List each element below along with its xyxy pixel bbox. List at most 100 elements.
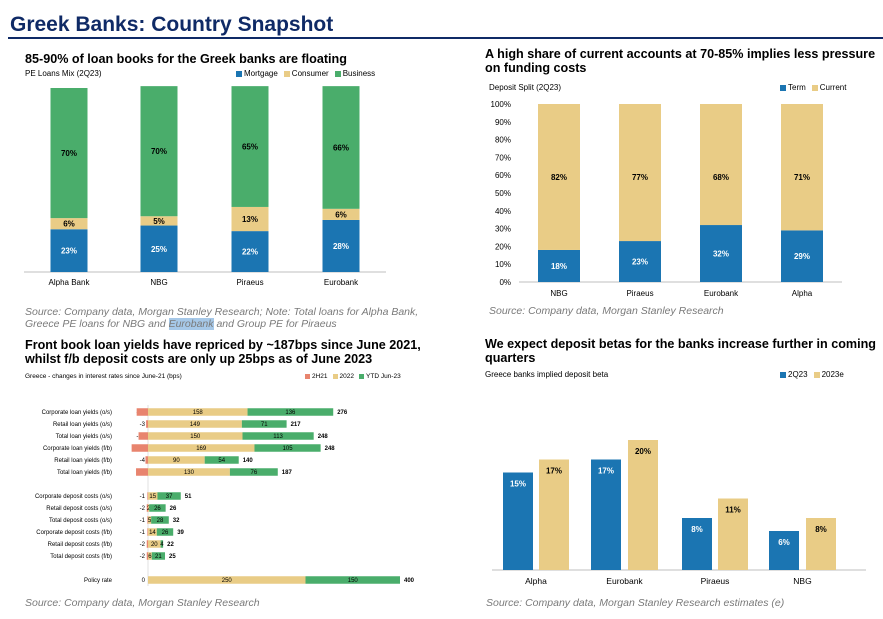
rate-changes-bar-ytd-9 [156, 528, 174, 536]
loan-mix-data-label: 22% [242, 248, 258, 257]
deposit-beta-data-label: 6% [778, 538, 790, 547]
rate-changes-bar-2022-1 [148, 420, 242, 428]
deposit-split-y-tick: 100% [491, 100, 511, 109]
rate-changes-2h21-value: -1 [140, 518, 146, 524]
deposit-beta-tick-label: NBG [793, 576, 811, 586]
loan-mix-data-label: 65% [242, 143, 258, 152]
rate-changes-bar-ytd-8 [151, 516, 169, 524]
rate-changes-total-label: 248 [325, 446, 336, 452]
rate-changes-value-label: 28 [157, 518, 164, 524]
legend-ytd-swatch [359, 374, 365, 379]
rate-changes-value-label: 105 [283, 446, 294, 452]
legend-current-label: Current [819, 83, 847, 92]
rate-changes-total-label: 248 [318, 434, 329, 440]
rate-changes-bar-2h21-5 [136, 468, 148, 476]
rate-changes-row-label: Policy rate [84, 578, 113, 584]
rate-changes-value-label: 76 [250, 470, 257, 476]
loan-mix-data-label: 25% [151, 245, 167, 254]
deposit-split-y-tick: 90% [495, 118, 511, 127]
rate-changes-bar-ytd-7 [149, 504, 166, 512]
rate-changes-value-label: 150 [190, 434, 201, 440]
deposit-split-heading: A high share of current accounts at 70-8… [485, 47, 876, 75]
deposit-split-subtitle: Deposit Split (2Q23) [489, 83, 562, 92]
deposit-beta-data-label: 15% [510, 480, 526, 489]
rate-changes-row-label: Corporate loan yields (o/s) [42, 410, 112, 416]
deposit-split-bar-term-1 [619, 241, 661, 282]
rate-changes-total-label: 22 [167, 542, 174, 548]
rate-changes-row-label: Retail deposit costs (f/b) [48, 542, 112, 548]
deposit-split-tick-label: Piraeus [626, 289, 653, 298]
loan-mix-tick-label: Alpha Bank [49, 278, 91, 287]
legend-consumer-swatch [283, 70, 290, 77]
legend-2h21-swatch [305, 374, 310, 379]
legend-2023e: 2023e [813, 370, 844, 379]
rate-changes-total-label: 51 [185, 494, 192, 500]
rate-changes-value-label: 14 [149, 530, 156, 536]
rate-changes-row-label: Total deposit costs (o/s) [49, 518, 112, 524]
legend-mortgage-swatch [236, 70, 242, 77]
rate-changes-bar-ytd-1 [241, 420, 287, 428]
rate-changes-row-label: Corporate deposit costs (o/s) [35, 494, 112, 500]
rate-changes-bar-2022-0 [148, 408, 248, 416]
legend-2022: 2022 [332, 373, 354, 380]
legend-term-label: Term [788, 83, 806, 92]
loan-mix-bar-consumer-3 [322, 208, 360, 220]
deposit-split-data-label: 23% [632, 258, 648, 267]
rate-changes-value-label: 149 [190, 422, 201, 428]
legend-ytd-label: YTD Jun-23 [366, 373, 401, 380]
title-rule [8, 37, 883, 39]
legend-2023e-swatch [813, 371, 820, 378]
rate-changes-total-label: 25 [169, 554, 176, 560]
loan-mix-data-label: 6% [63, 220, 75, 229]
legend-2h21: 2H21 [305, 373, 328, 380]
rate-changes-subtitle: Greece - changes in interest rates since… [25, 373, 182, 380]
loan-mix-tick-label: Eurobank [324, 278, 359, 287]
deposit-beta-tick-label: Eurobank [606, 576, 643, 586]
loan-mix-heading: 85-90% of loan books for the Greek banks… [25, 52, 347, 66]
rate-changes-value-label: 130 [184, 470, 195, 476]
deposit-beta-bar-2q23-3 [769, 531, 799, 570]
legend-consumer: Consumer [283, 69, 329, 78]
rate-changes-bar-2h21-7 [146, 504, 148, 512]
loan-mix-bar-mortgage-3 [322, 219, 360, 272]
rate-changes-bar-2h21-10 [146, 540, 148, 548]
rate-changes-bar-2h21-8 [147, 516, 148, 524]
rate-changes-bar-2h21-2 [138, 432, 148, 440]
rate-changes-value-label: 150 [348, 578, 359, 584]
loan-mix-data-label: 66% [333, 143, 349, 152]
deposit-beta-bar-2023e-2 [718, 498, 748, 570]
rate-changes-total-label: 140 [243, 458, 254, 464]
deposit-split-data-label: 29% [794, 252, 810, 261]
rate-changes-2h21-value: -4 [140, 458, 146, 464]
legend-mortgage: Mortgage [236, 69, 278, 78]
loan-mix-data-label: 70% [151, 147, 167, 156]
deposit-beta-bar-2023e-1 [628, 440, 658, 570]
rate-changes-value-label: 26 [154, 506, 161, 512]
deposit-split-data-label: 68% [713, 173, 729, 182]
rate-changes-total-label: 26 [170, 506, 177, 512]
loan-mix-bar-business-3 [322, 86, 360, 209]
loan-mix-bar-consumer-2 [231, 206, 269, 232]
loan-mix-tick-label: Piraeus [236, 278, 263, 287]
loan-mix-data-label: 28% [333, 242, 349, 251]
rate-changes-bar-2022-4 [148, 456, 205, 464]
deposit-beta-bar-2023e-3 [806, 518, 836, 570]
deposit-split-y-tick: 10% [495, 260, 511, 269]
deposit-beta-bar-2q23-2 [682, 518, 712, 570]
rate-changes-bar-2022-6 [148, 492, 158, 500]
rate-changes-total-label: 276 [337, 410, 348, 416]
rate-changes-value-label: 136 [285, 410, 296, 416]
rate-changes-total-label: 187 [282, 470, 293, 476]
deposit-beta-tick-label: Alpha [525, 576, 547, 586]
deposit-beta-data-label: 11% [725, 506, 741, 515]
loan-mix-tick-label: NBG [150, 278, 167, 287]
loan-mix-bar-mortgage-2 [231, 231, 269, 272]
deposit-split-y-tick: 0% [499, 278, 511, 287]
rate-changes-bar-2022-8 [148, 516, 152, 524]
deposit-split-y-tick: 20% [495, 242, 511, 251]
legend-2023e-label: 2023e [821, 370, 844, 379]
rate-changes-bar-ytd-6 [157, 492, 181, 500]
deposit-split-data-label: 18% [551, 262, 567, 271]
